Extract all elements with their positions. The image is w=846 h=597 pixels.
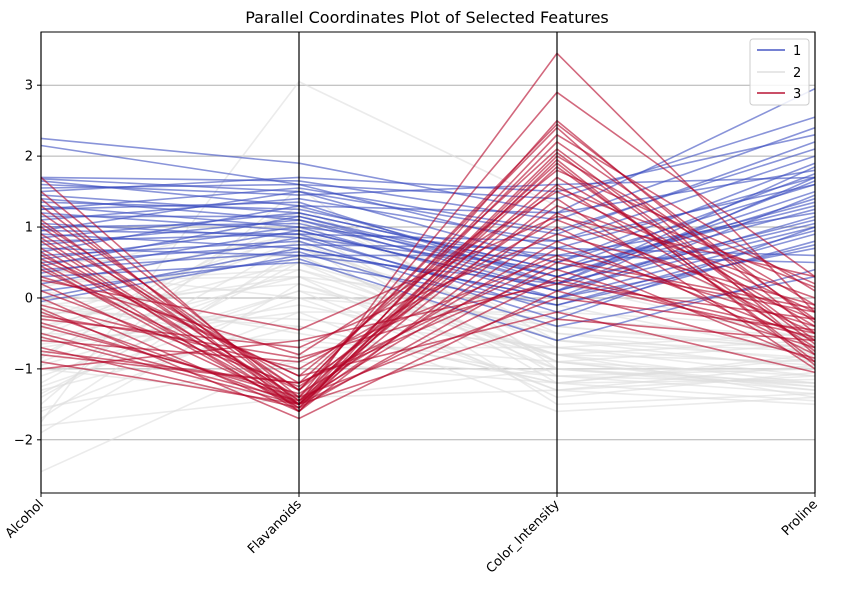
series-3-line	[40, 52, 816, 406]
series-3-line	[40, 151, 816, 409]
series-3-line	[40, 290, 816, 420]
series-1-line	[40, 87, 816, 214]
legend-label-2: 2	[793, 66, 801, 81]
series-2-line	[40, 240, 816, 406]
plot-frame	[40, 31, 816, 494]
series-lines	[40, 52, 816, 473]
series-3-line	[40, 91, 816, 399]
series-3-line	[40, 297, 816, 399]
y-tick-labels: 3 2 1 0 −1 −2	[14, 79, 41, 448]
legend-label-3: 3	[793, 87, 801, 102]
series-3-line	[40, 183, 816, 392]
y-tick-label: −2	[14, 433, 33, 448]
series-3-line	[40, 275, 816, 406]
series-1-line	[40, 116, 816, 200]
series-1-line	[40, 244, 816, 306]
series-3-line	[40, 126, 816, 392]
y-tick-label: −1	[14, 362, 33, 377]
series-2-line	[40, 389, 816, 427]
series-3-line	[40, 258, 816, 384]
series-1-line	[40, 126, 816, 221]
y-tick-label: 2	[25, 150, 33, 165]
series-3-line	[40, 187, 816, 402]
series-3-line	[40, 258, 816, 377]
series-3-line	[40, 215, 816, 331]
y-tick-label: 3	[25, 79, 33, 94]
series-3-line	[40, 237, 816, 406]
series-2-line	[40, 360, 816, 409]
series-1-line	[40, 134, 816, 193]
series-1-line	[40, 201, 816, 285]
series-1-line	[40, 166, 816, 285]
series-3-line	[40, 147, 816, 385]
series-3-line	[40, 233, 816, 349]
series-3-line	[40, 261, 816, 409]
series-3-line	[40, 282, 816, 370]
series-1-line	[40, 155, 816, 243]
legend: 1 2 3	[749, 38, 810, 106]
series-3-line	[40, 133, 816, 406]
series-1-line	[40, 204, 816, 278]
chart-title: Parallel Coordinates Plot of Selected Fe…	[245, 8, 609, 27]
legend-label-1: 1	[793, 44, 801, 59]
y-tick-label: 1	[25, 221, 33, 236]
series-1-line	[40, 180, 816, 285]
series-1-line	[40, 176, 816, 196]
series-3-line	[40, 123, 816, 392]
y-tick-label: 0	[25, 291, 33, 306]
series-3-line	[40, 155, 816, 409]
series-3-line	[40, 204, 816, 388]
series-1-line	[40, 148, 816, 232]
series-3-line	[40, 158, 816, 413]
